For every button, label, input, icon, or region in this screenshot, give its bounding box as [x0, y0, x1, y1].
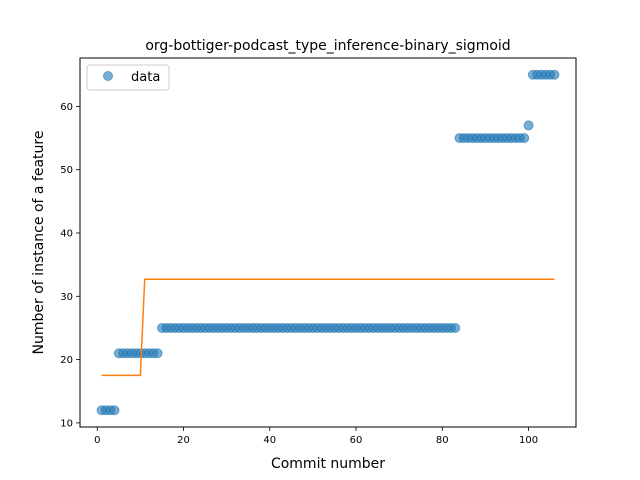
data-point [523, 120, 534, 131]
legend: data [86, 64, 170, 91]
legend-marker-data [103, 71, 113, 81]
x-axis-ticks: 0 20 40 60 80 100 [94, 427, 538, 446]
y-axis-ticks: 10 20 30 40 50 60 [60, 102, 80, 429]
y-tick-label: 60 [60, 102, 73, 113]
y-tick-label: 30 [60, 292, 73, 303]
y-tick-label: 40 [60, 229, 73, 240]
fit-line [101, 278, 555, 377]
y-tick-label: 10 [60, 418, 73, 429]
x-tick-label: 0 [94, 435, 100, 446]
data-point [109, 405, 120, 416]
x-axis-label: Commit number [271, 456, 385, 472]
data-point [549, 69, 560, 80]
data-point [519, 133, 530, 144]
x-tick-label: 80 [436, 435, 449, 446]
y-axis-label: Number of instance of a feature [31, 131, 47, 355]
x-tick-label: 100 [519, 435, 538, 446]
y-tick-label: 50 [60, 165, 73, 176]
plot-layer [96, 69, 560, 416]
plot-frame [79, 57, 577, 428]
data-point [152, 348, 163, 359]
x-tick-label: 20 [177, 435, 190, 446]
x-tick-label: 60 [350, 435, 363, 446]
y-tick-label: 20 [60, 355, 73, 366]
data-point [450, 322, 461, 333]
legend-label-data: data [131, 70, 160, 85]
x-tick-label: 40 [263, 435, 276, 446]
chart-title: org-bottiger-podcast_type_inference-bina… [145, 38, 510, 54]
